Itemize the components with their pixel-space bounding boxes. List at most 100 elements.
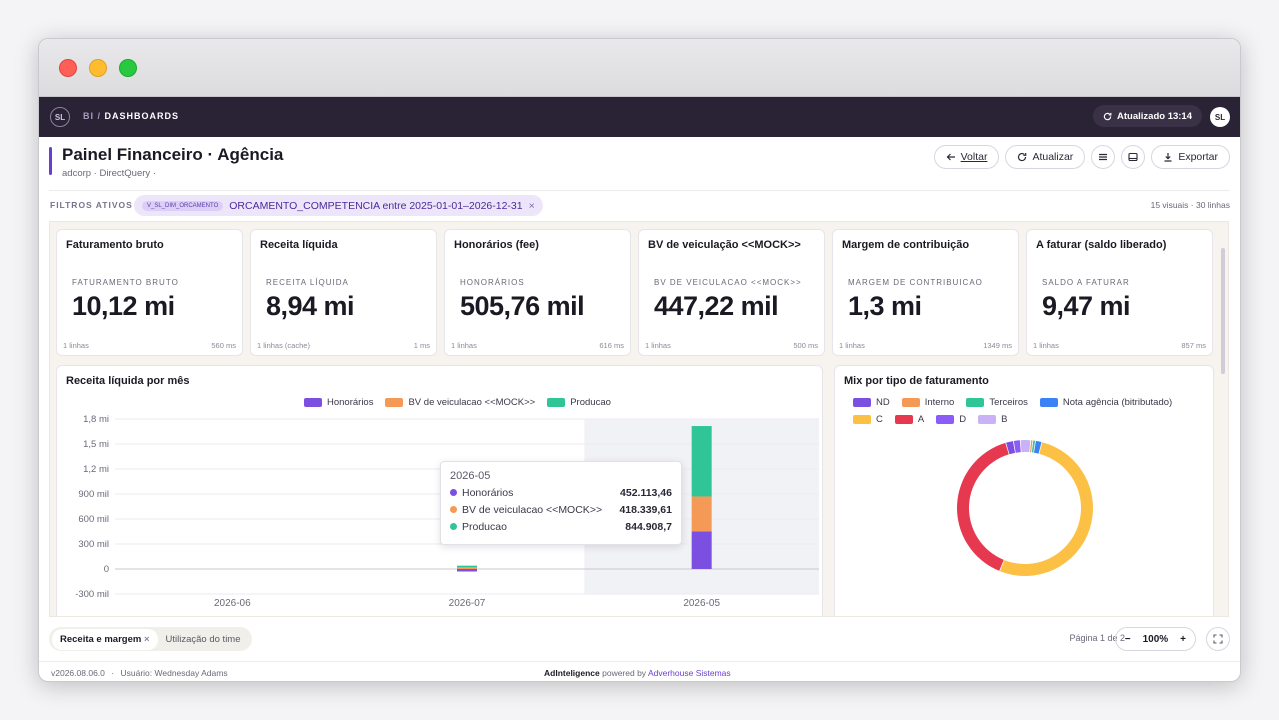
donut-slice[interactable]	[1031, 440, 1036, 453]
kpi-card[interactable]: Honorários (fee) HONORÁRIOS 505,76 mil 1 li…	[444, 229, 631, 356]
donut-slice[interactable]	[999, 442, 1093, 576]
tab-close-icon[interactable]: ×	[143, 633, 150, 645]
refresh-button[interactable]: Atualizar	[1005, 145, 1086, 169]
legend-swatch	[853, 415, 871, 424]
bar-segment[interactable]	[691, 531, 712, 569]
maximize-window-button[interactable]	[119, 59, 137, 77]
tooltip-label: Producao	[462, 521, 507, 533]
legend-item[interactable]: BV de veiculacao <<MOCK>>	[385, 397, 535, 408]
legend-swatch	[547, 398, 566, 407]
legend-label: B	[1001, 414, 1008, 425]
tooltip-row: BV de veiculacao <<MOCK>> 418.339,61	[450, 504, 672, 516]
legend-item[interactable]: Interno	[901, 397, 954, 408]
kpi-rows: 1 linhas (cache)	[257, 341, 310, 350]
kpi-rows: 1 linhas	[63, 341, 89, 350]
kpi-rows: 1 linhas	[839, 341, 865, 350]
top-navbar: SL BI / DASHBOARDS Atualizado 13:14 SL	[39, 97, 1240, 137]
dashboard-canvas: Faturamento bruto FATURAMENTO BRUTO 10,12 …	[49, 221, 1229, 617]
bar-segment[interactable]	[457, 565, 477, 568]
bar-segment[interactable]	[457, 569, 477, 572]
visuals-count: 15 visuais · 30 linhas	[1150, 200, 1230, 210]
bar-chart-title: Receita líquida por mês	[66, 375, 190, 387]
tab-utilizacao-do-time[interactable]: Utilização do time	[158, 629, 249, 650]
legend-swatch	[1039, 398, 1058, 407]
donut-slice[interactable]	[1006, 441, 1016, 455]
updated-badge[interactable]: Atualizado 13:14	[1093, 105, 1202, 127]
minimize-window-button[interactable]	[89, 59, 107, 77]
breadcrumb: BI / DASHBOARDS	[83, 111, 179, 121]
legend-label: D	[959, 414, 967, 425]
legend-item[interactable]: ND	[853, 397, 890, 408]
footer-left: v2026.08.06.0 · Usuário: Wednesday Adams	[51, 668, 228, 678]
user-avatar[interactable]: SL	[1210, 107, 1230, 127]
filter-chip-tag: V_SL_DIM_ORCAMENTO	[142, 200, 224, 211]
kpi-value: 8,94 mi	[266, 291, 355, 321]
kpi-rows: 1 linhas	[1033, 341, 1059, 350]
kpi-card[interactable]: A faturar (saldo liberado) SALDO A FATURA…	[1026, 229, 1213, 356]
back-button[interactable]: Voltar	[933, 145, 1000, 169]
tooltip-value: 418.339,61	[619, 504, 672, 516]
legend-item[interactable]: Nota agência (bitributado)	[1039, 397, 1172, 408]
kpi-value: 10,12 mi	[72, 291, 175, 321]
kpi-card[interactable]: Faturamento bruto FATURAMENTO BRUTO 10,12 …	[56, 229, 243, 356]
filter-chip-close-icon[interactable]: ×	[528, 199, 535, 212]
footer-center: AdInteligence powered by Adverhouse Sist…	[544, 668, 731, 678]
legend-item[interactable]: A	[894, 414, 925, 425]
footer-separator: ·	[111, 668, 115, 678]
legend-item[interactable]: Terceiros	[966, 397, 1028, 408]
legend-item[interactable]: D	[936, 414, 966, 425]
kpi-card[interactable]: Margem de contribuição MARGEM DE CONTRIBU…	[832, 229, 1019, 356]
refresh-icon	[1103, 112, 1112, 120]
tooltip-row: Producao 844.908,7	[450, 521, 672, 533]
canvas-scrollbar[interactable]	[1221, 248, 1225, 374]
app-logo[interactable]: SL	[50, 107, 70, 127]
kpi-title: Faturamento bruto	[66, 239, 164, 251]
zoom-in-button[interactable]: +	[1180, 633, 1186, 645]
kpi-card[interactable]: BV de veiculação <<MOCK>> BV DE VEICULACA…	[638, 229, 825, 356]
y-tick-label: 0	[104, 564, 109, 575]
legend-swatch	[936, 415, 955, 424]
donut-slice[interactable]	[1033, 440, 1042, 454]
refresh-icon	[1018, 152, 1027, 162]
breadcrumb-separator: /	[97, 111, 102, 121]
legend-swatch	[978, 415, 997, 424]
legend-label: A	[917, 414, 925, 425]
kpi-title: Margem de contribuição	[842, 239, 970, 251]
kpi-time: 1349 ms	[983, 341, 1012, 350]
donut-slice[interactable]	[957, 442, 1009, 571]
page-tabs: Receita e margem × Utilização do time	[49, 627, 252, 651]
legend-label: Terceiros	[989, 397, 1028, 408]
tab-receita-e-margem[interactable]: Receita e margem ×	[52, 628, 158, 650]
bar-segment[interactable]	[457, 567, 477, 569]
donut-slice[interactable]	[1020, 440, 1031, 453]
zoom-out-button[interactable]: −	[1124, 633, 1131, 645]
filter-chip[interactable]: V_SL_DIM_ORCAMENTO ORCAMENTO_COMPETENCIA…	[134, 195, 543, 216]
donut-slice[interactable]	[1030, 440, 1033, 453]
breadcrumb-dashboards[interactable]: DASHBOARDS	[104, 111, 180, 121]
bar-segment[interactable]	[691, 496, 712, 532]
legend-item[interactable]: C	[853, 414, 883, 425]
kpi-title: BV de veiculação <<MOCK>>	[648, 239, 801, 251]
page-indicator: Página 1 de 2	[1069, 633, 1125, 643]
legend-item[interactable]: Producao	[547, 397, 611, 408]
kpi-label: MARGEM DE CONTRIBUICAO	[848, 278, 983, 287]
legend-item[interactable]: Honorários	[304, 397, 373, 408]
legend-label: C	[876, 414, 883, 425]
kpi-value: 1,3 mi	[848, 291, 922, 321]
legend-item[interactable]: B	[978, 414, 1007, 425]
page-subtitle: adcorp · DirectQuery ·	[62, 168, 156, 179]
donut-slice[interactable]	[1013, 440, 1021, 453]
fullscreen-button[interactable]	[1206, 627, 1230, 651]
panel-toggle-button[interactable]	[1121, 145, 1146, 169]
menu-button[interactable]	[1091, 145, 1116, 169]
kpi-card[interactable]: Receita líquida RECEITA LÍQUIDA 8,94 mi 1 l…	[250, 229, 437, 356]
tab-label: Utilização do time	[165, 633, 241, 645]
company-link[interactable]: Adverhouse Sistemas	[647, 668, 731, 678]
x-tick-label: 2026-05	[683, 598, 720, 609]
breadcrumb-bi[interactable]: BI	[83, 111, 94, 121]
bar-segment[interactable]	[691, 426, 712, 497]
close-window-button[interactable]	[59, 59, 77, 77]
export-button[interactable]: Exportar	[1151, 145, 1230, 169]
refresh-label: Atualizar	[1032, 151, 1074, 163]
legend-bullet	[450, 489, 457, 496]
